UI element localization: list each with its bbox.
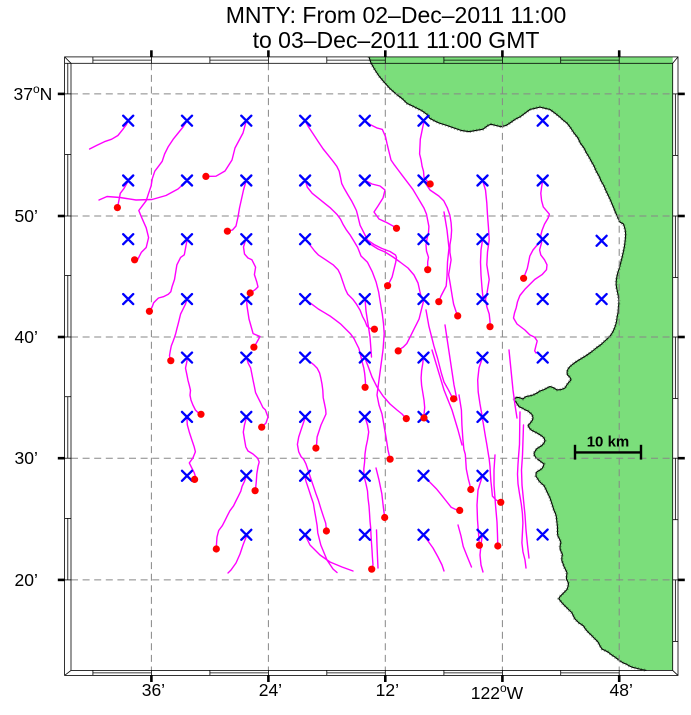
svg-text:36’: 36’ (142, 680, 165, 700)
svg-text:50’: 50’ (15, 206, 38, 226)
svg-text:to 03–Dec–2011 11:00 GMT: to 03–Dec–2011 11:00 GMT (253, 27, 540, 53)
svg-text:MNTY: From 02–Dec–2011 11:00: MNTY: From 02–Dec–2011 11:00 (226, 2, 567, 28)
svg-text:10 km: 10 km (587, 434, 630, 451)
svg-text:30’: 30’ (15, 448, 38, 468)
svg-text:37oN: 37oN (14, 82, 53, 104)
svg-text:40’: 40’ (15, 327, 38, 347)
svg-text:122oW: 122oW (471, 681, 524, 703)
svg-text:12’: 12’ (376, 680, 399, 700)
svg-text:24’: 24’ (259, 680, 282, 700)
svg-text:20’: 20’ (15, 570, 38, 590)
svg-text:48’: 48’ (610, 680, 633, 700)
